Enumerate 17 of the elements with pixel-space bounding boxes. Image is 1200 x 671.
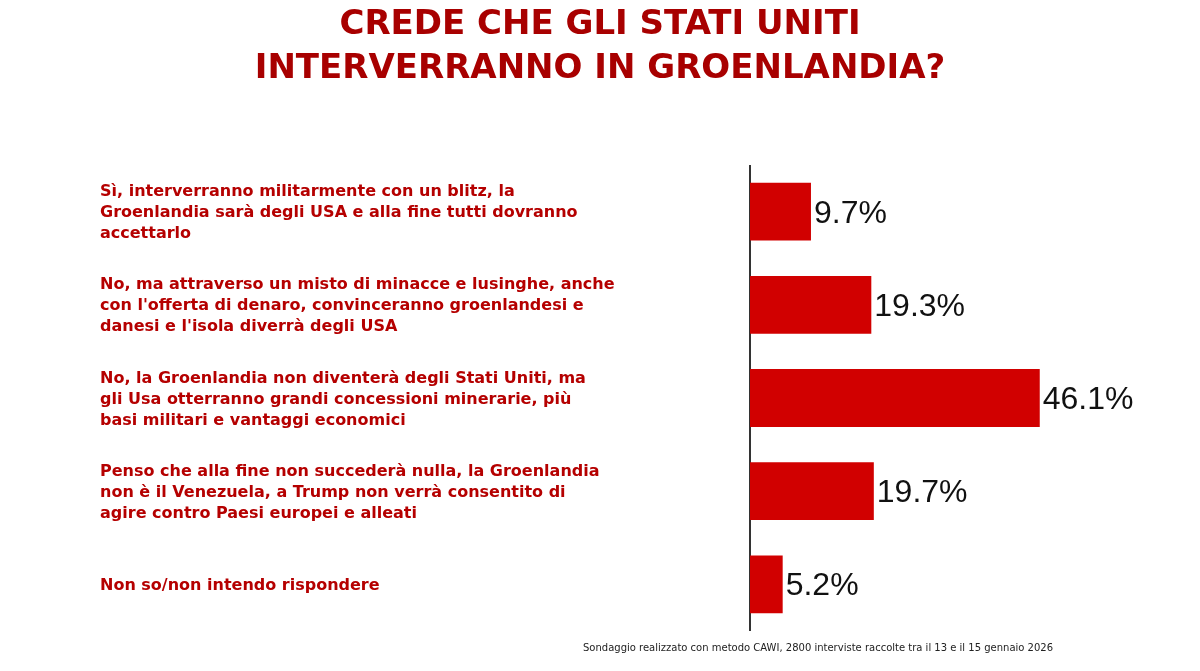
data-label: 9.7% [813, 193, 887, 230]
data-label: 19.7% [876, 473, 968, 510]
bar [750, 275, 872, 334]
y-tick-label: No, ma attraverso un misto di minacce e lusinghe, anche con l'offerta di denaro, convinceranno groenlandesi e danesi e l'isola diverrà degli USA [100, 274, 615, 335]
data-label: 46.1% [1042, 380, 1134, 416]
y-tick-label: Non so/non intendo rispondere [100, 575, 380, 594]
bar [750, 555, 783, 614]
bar [750, 182, 811, 241]
bar [750, 462, 874, 521]
text: Sondaggio realizzato con metodo CAWI, 2800 interviste raccolte tra il 13 e il 15 gennaio 2026 [583, 642, 1054, 653]
y-tick-label: Sì, interverranno militarmente con un blitz, la Groenlandia sarà degli USA e alla fine tutti dovranno accettarlo [100, 181, 578, 242]
chart-title: CREDE CHE GLI STATI UNITI INTERVERRANNO IN GROENLANDIA? [254, 1, 946, 86]
data-label: 5.2% [785, 566, 859, 603]
bar [750, 369, 1040, 427]
y-tick-label: No, la Groenlandia non diventerà degli Stati Uniti, ma gli Usa otterranno grandi concessioni minerarie, più basi militari e vantaggi economici [100, 368, 586, 429]
y-tick-label: Penso che alla fine non succederà nulla, la Groenlandia non è il Venezuela, a Trump non verrà consentito di agire contro Paesi europei e alleati [100, 461, 600, 522]
data-label: 19.3% [874, 286, 966, 323]
